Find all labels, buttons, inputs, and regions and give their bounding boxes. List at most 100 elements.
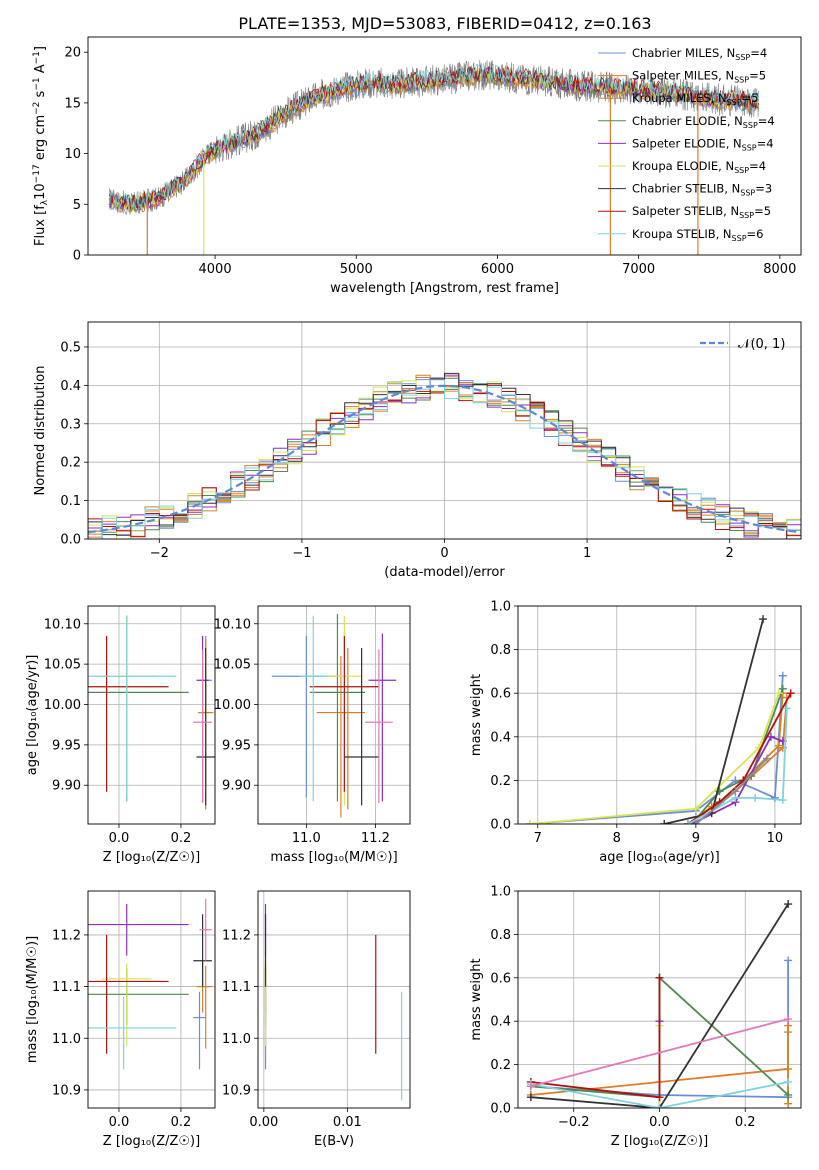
legend-value: =4 — [749, 159, 766, 173]
y-tick-label: 0.2 — [490, 1058, 511, 1073]
series-marker — [526, 1093, 535, 1102]
data-point-pink — [365, 649, 393, 804]
legend-value: =4 — [750, 46, 767, 60]
y-tick-label: 9.95 — [222, 738, 251, 753]
y-tick-label: 1.0 — [490, 885, 511, 900]
model-line-kroupa-stelib — [108, 63, 759, 209]
y-tick-label: 20 — [64, 46, 81, 61]
legend-label: Salpeter STELIB, NSSP=5 — [632, 204, 771, 220]
series-gray — [691, 754, 772, 824]
data-point-kroupa-elodie — [101, 963, 152, 1046]
panel-mass_vs_Z: 0.0 0.2 10.9 11.0 11.1 11.2 Z [log₁₀(Z/Z☉)] mas… — [25, 890, 216, 1149]
x-axis-label: Z [log₁₀(Z/Z☉)] — [611, 1134, 708, 1149]
data-point-kroupa-miles — [337, 647, 359, 810]
data-point-salpeter-stelib — [88, 934, 169, 1054]
series-line — [529, 692, 780, 824]
y-tick-label: 0 — [73, 249, 81, 264]
y-tick-label: 0.0 — [490, 1102, 511, 1117]
x-tick-label: 0.00 — [249, 1115, 278, 1130]
y-axis-label: Normed distribution — [33, 366, 48, 496]
x-tick-label: 11.0 — [292, 831, 321, 846]
series-marker — [786, 689, 795, 698]
y-axis-label-part: Flux [f — [33, 205, 48, 246]
x-tick-label: 0.01 — [333, 1115, 362, 1130]
x-tick-label: 0 — [440, 546, 448, 561]
y-axis-label-part: −17 — [32, 164, 42, 183]
y-tick-label: 0.4 — [490, 1015, 511, 1030]
legend-text: Chabrier MILES, N — [632, 46, 735, 60]
x-tick-label: 11.2 — [361, 831, 390, 846]
legend-subscript: SSP — [740, 189, 755, 198]
data-point-salpeter-elodie — [88, 903, 189, 956]
legend-subscript: SSP — [732, 234, 747, 243]
legend-label: Salpeter MILES, NSSP=5 — [632, 69, 766, 85]
axes-frame — [87, 605, 216, 825]
plot-area — [88, 372, 801, 539]
legend-label: Chabrier ELODIE, NSSP=4 — [632, 114, 775, 130]
y-tick-label: 0.4 — [60, 379, 81, 394]
series-marker — [778, 684, 787, 693]
legend-text: Kroupa MILES, N — [632, 91, 727, 105]
x-tick-label: 8000 — [763, 262, 796, 277]
series-marker — [778, 796, 787, 805]
x-tick-label: 7000 — [622, 262, 655, 277]
legend-label: Salpeter ELODIE, NSSP=4 — [632, 136, 774, 152]
y-tick-label: 10.00 — [44, 698, 81, 713]
axes-frame — [257, 605, 411, 825]
data-point-pink — [193, 649, 212, 804]
y-tick-label: 0.8 — [490, 928, 511, 943]
x-axis-label: wavelength [Angstrom, rest frame] — [330, 281, 559, 296]
data-point-kroupa-stelib — [299, 615, 328, 802]
legend-subscript: SSP — [734, 166, 749, 175]
y-axis-label-part: −1 — [32, 77, 42, 90]
legend-text: Kroupa ELODIE, N — [632, 159, 734, 173]
y-axis-label: mass [log₁₀(M/M☉)] — [25, 936, 40, 1063]
y-tick-label: 0.2 — [490, 774, 511, 789]
x-tick-label: 0.0 — [109, 1115, 130, 1130]
series-marker — [683, 820, 692, 824]
legend-subscript: SSP — [734, 76, 749, 85]
plot-area — [108, 59, 759, 255]
legend-label: 𝒩(0, 1) — [738, 337, 785, 352]
series-marker — [770, 793, 779, 802]
y-tick-label: 9.90 — [222, 779, 251, 794]
panel-weight_vs_Z: −0.2 0.0 0.2 0.0 0.2 0.4 0.6 0.8 1.0 Z [log₁₀(Z/Z… — [469, 885, 802, 1149]
panel-spectrum: 4000 5000 6000 7000 8000 0 5 10 15 20 wavelength [… — [32, 36, 802, 296]
series-marker — [784, 900, 793, 909]
x-axis-label: mass [log₁₀(M/M☉)] — [270, 850, 397, 865]
x-tick-label: 8 — [613, 831, 621, 846]
y-tick-label: 0.6 — [490, 687, 511, 702]
data-point-chabrier-miles — [193, 991, 206, 1070]
series-marker — [774, 741, 783, 750]
y-axis-label-part: λ — [40, 199, 50, 205]
series-marker — [784, 1077, 793, 1086]
legend-value: =5 — [749, 69, 766, 83]
series-line — [691, 688, 784, 824]
legend-value: =5 — [742, 91, 759, 105]
series-marker — [778, 671, 787, 680]
y-axis-label: mass weight — [469, 674, 484, 756]
axes-frame — [87, 36, 802, 256]
x-tick-label: −0.2 — [558, 1115, 590, 1130]
y-axis-label-part: 10 — [33, 183, 48, 200]
x-tick-label: 0.2 — [735, 1115, 756, 1130]
series-marker — [655, 1104, 664, 1108]
legend-value: =5 — [754, 204, 771, 218]
data-point-salpeter-stelib — [309, 635, 379, 792]
legend-subscript: SSP — [727, 98, 742, 107]
x-tick-label: 2 — [726, 546, 734, 561]
plot-area — [88, 898, 212, 1070]
legend-value: =4 — [758, 114, 775, 128]
legend-label: Chabrier STELIB, NSSP=3 — [632, 182, 772, 198]
y-tick-label: 10 — [64, 147, 81, 162]
y-axis-label-part: ] — [33, 46, 48, 51]
legend-subscript: SSP — [743, 121, 758, 130]
x-tick-label: −2 — [150, 546, 169, 561]
x-tick-label: 0.0 — [109, 831, 130, 846]
legend-value: =3 — [755, 182, 772, 196]
y-tick-label: 11.2 — [222, 928, 251, 943]
y-axis-label: age [log₁₀(age/yr)] — [25, 655, 40, 776]
y-tick-label: 10.05 — [44, 658, 81, 673]
plot-area — [525, 615, 795, 824]
y-tick-label: 11.2 — [52, 928, 81, 943]
